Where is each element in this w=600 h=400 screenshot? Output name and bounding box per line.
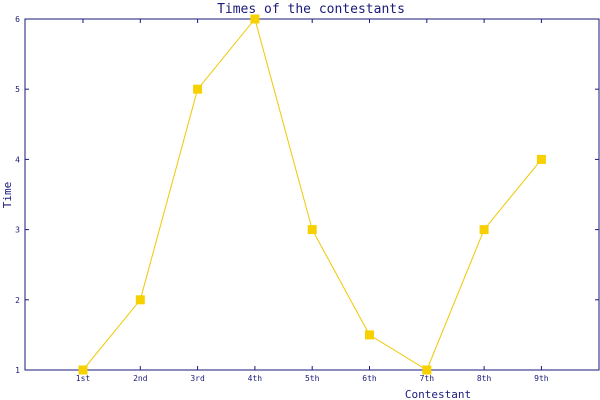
x-tick-label: 8th	[477, 374, 492, 383]
data-point-marker	[422, 365, 432, 375]
series-line	[82, 17, 542, 371]
x-tick-label: 9th	[534, 374, 549, 383]
x-tick-label: 1st	[76, 374, 91, 383]
data-point-marker	[365, 330, 374, 340]
data-point-marker	[479, 225, 489, 235]
chart-title: Times of the contestants	[217, 2, 405, 17]
y-tick-label: 3	[15, 226, 20, 235]
ticks-layer: 1 2 3 4 5 6 1st 2nd 3rd 4th 5th 6th 7th 8th 9th	[15, 15, 599, 383]
data-point-marker	[193, 84, 203, 94]
y-tick-label: 1	[15, 366, 20, 375]
data-point-marker	[307, 225, 317, 235]
x-tick-label: 2nd	[133, 374, 148, 383]
data-point-marker	[78, 365, 88, 375]
series-layer	[78, 14, 546, 375]
y-tick-label: 5	[15, 85, 20, 94]
x-tick-label: 5th	[305, 374, 320, 383]
data-point-marker	[135, 295, 145, 305]
y-axis-label: Time	[1, 182, 14, 209]
x-tick-label: 6th	[362, 374, 377, 383]
x-tick-label: 4th	[248, 374, 263, 383]
x-axis-label: Contestant	[405, 388, 471, 400]
x-tick-label: 3rd	[190, 374, 205, 383]
y-tick-label: 4	[15, 155, 20, 164]
x-tick-label: 7th	[420, 374, 435, 383]
y-tick-label: 6	[15, 15, 20, 24]
data-point-marker	[250, 14, 260, 24]
data-point-marker	[536, 154, 546, 164]
y-tick-label: 2	[15, 296, 20, 305]
